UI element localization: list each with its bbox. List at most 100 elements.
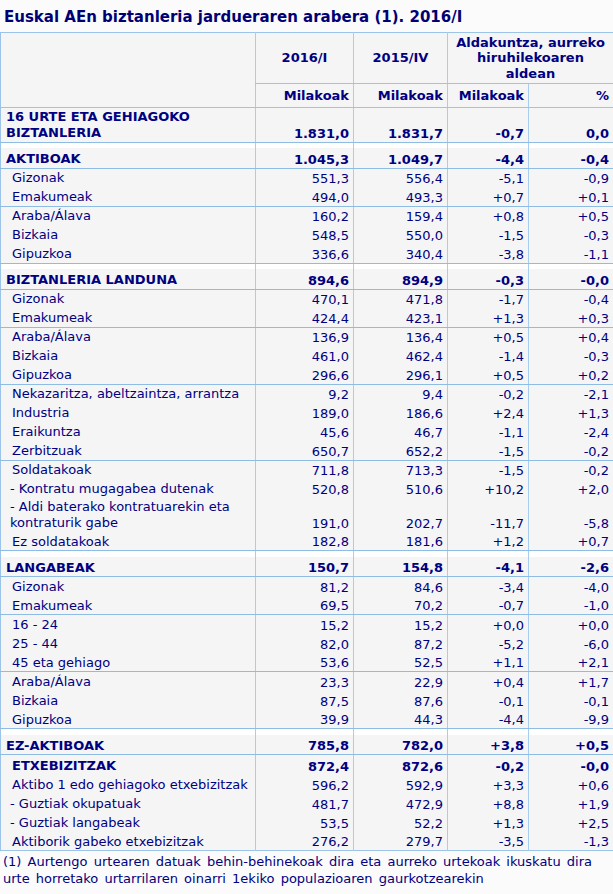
row-label: Emakumeak <box>1 187 256 206</box>
row-label: - Guztiak langabeak <box>1 813 256 832</box>
row-value: 1.831,0 <box>256 108 354 143</box>
row-value: +0,5 <box>529 206 613 225</box>
table-row: Gipuzkoa39,944,3-4,4-9,9 <box>1 710 613 729</box>
row-label: Soldatakoak <box>1 460 256 479</box>
row-label: Ez soldatakoak <box>1 532 256 551</box>
row-value: -4,1 <box>448 557 529 577</box>
row-value: 46,7 <box>354 422 448 441</box>
row-value: -0,2 <box>529 441 613 460</box>
row-value: 81,2 <box>256 577 354 596</box>
row-value: 69,5 <box>256 596 354 615</box>
row-value: 481,7 <box>256 794 354 813</box>
row-label: Aktibo 1 edo gehiagoko etxebizitzak <box>1 775 256 794</box>
row-value: -0,9 <box>529 168 613 187</box>
row-label: Araba/Álava <box>1 672 256 691</box>
row-label: Eraikuntza <box>1 422 256 441</box>
row-value: 45,6 <box>256 422 354 441</box>
row-value: -6,0 <box>529 634 613 653</box>
row-value: -0,2 <box>448 384 529 403</box>
row-value: +1,3 <box>448 308 529 327</box>
row-value: +2,4 <box>448 403 529 422</box>
table-body: 16 URTE ETA GEHIAGOKO BIZTANLERIA1.831,0… <box>1 108 613 851</box>
row-value: 9,4 <box>354 384 448 403</box>
row-value: 494,0 <box>256 187 354 206</box>
row-value: -4,0 <box>529 577 613 596</box>
row-value: 44,3 <box>354 710 448 729</box>
row-label: EZ-AKTIBOAK <box>1 735 256 755</box>
row-value: 470,1 <box>256 289 354 308</box>
row-value: -1,0 <box>529 596 613 615</box>
row-value: 471,8 <box>354 289 448 308</box>
row-value: -11,7 <box>448 498 529 532</box>
table-row: Nekazaritza, abeltzaintza, arrantza9,29,… <box>1 384 613 403</box>
table-row: Gizonak551,3556,4-5,1-0,9 <box>1 168 613 187</box>
row-value: 53,6 <box>256 653 354 672</box>
row-value: 872,4 <box>256 755 354 775</box>
row-value: 186,6 <box>354 403 448 422</box>
table-row: 45 eta gehiago53,652,5+1,1+2,1 <box>1 653 613 672</box>
row-value: 84,6 <box>354 577 448 596</box>
table-row: Bizkaia87,587,6-0,1-0,1 <box>1 691 613 710</box>
row-value: 87,6 <box>354 691 448 710</box>
row-value: 894,9 <box>354 269 448 289</box>
row-value: 652,2 <box>354 441 448 460</box>
row-value: 276,2 <box>256 832 354 851</box>
row-value: 550,0 <box>354 225 448 244</box>
row-label: Aktiborik gabeko etxebizitzak <box>1 832 256 851</box>
row-value: +0,1 <box>529 187 613 206</box>
row-value: -9,9 <box>529 710 613 729</box>
subheader-percent: % <box>529 84 613 108</box>
row-label: Bizkaia <box>1 691 256 710</box>
population-activity-table: 2016/I 2015/IV Aldakuntza, aurreko hiruh… <box>0 32 613 851</box>
row-value: 53,5 <box>256 813 354 832</box>
table-row: 16 - 2415,215,2+0,0+0,0 <box>1 615 613 634</box>
row-value: +1,2 <box>448 532 529 551</box>
footnotes: (1) Aurtengo urtearen datuak behin-behin… <box>0 851 613 894</box>
table-row: Aktiborik gabeko etxebizitzak276,2279,7-… <box>1 832 613 851</box>
table-row: Soldatakoak711,8713,3-1,5-0,2 <box>1 460 613 479</box>
row-value: 9,2 <box>256 384 354 403</box>
row-value: 202,7 <box>354 498 448 532</box>
row-value: 424,4 <box>256 308 354 327</box>
row-value: -1,5 <box>448 460 529 479</box>
row-value: +2,0 <box>529 479 613 498</box>
statistics-page: Euskal AEn biztanleria jardueraren arabe… <box>0 0 613 894</box>
table-row: Eraikuntza45,646,7-1,1-2,4 <box>1 422 613 441</box>
row-value: -0,4 <box>529 148 613 168</box>
table-row: Araba/Álava23,322,9+0,4+1,7 <box>1 672 613 691</box>
row-value: -5,2 <box>448 634 529 653</box>
row-value: -5,8 <box>529 498 613 532</box>
row-value: 191,0 <box>256 498 354 532</box>
row-label: Gizonak <box>1 289 256 308</box>
row-value: 87,5 <box>256 691 354 710</box>
row-value: -0,3 <box>448 269 529 289</box>
table-row: Araba/Álava136,9136,4+0,5+0,4 <box>1 327 613 346</box>
row-value: +0,3 <box>529 308 613 327</box>
row-value: 1.831,7 <box>354 108 448 143</box>
row-label: 45 eta gehiago <box>1 653 256 672</box>
row-value: 22,9 <box>354 672 448 691</box>
row-label: Gizonak <box>1 577 256 596</box>
table-row: Industria189,0186,6+2,4+1,3 <box>1 403 613 422</box>
table-row: ETXEBIZITZAK872,4872,6-0,2-0,0 <box>1 755 613 775</box>
row-value: 189,0 <box>256 403 354 422</box>
row-value: 136,9 <box>256 327 354 346</box>
table-row: EZ-AKTIBOAK785,8782,0+3,8+0,5 <box>1 735 613 755</box>
row-value: -3,8 <box>448 244 529 263</box>
row-value: -0,2 <box>529 460 613 479</box>
row-value: 160,2 <box>256 206 354 225</box>
row-value: +0,5 <box>448 365 529 384</box>
row-label: Gipuzkoa <box>1 365 256 384</box>
table-row: Ez soldatakoak182,8181,6+1,2+0,7 <box>1 532 613 551</box>
row-value: +0,6 <box>529 775 613 794</box>
row-value: +0,4 <box>529 327 613 346</box>
row-value: -4,4 <box>448 148 529 168</box>
row-value: -1,1 <box>529 244 613 263</box>
row-value: 1.045,3 <box>256 148 354 168</box>
row-value: -2,6 <box>529 557 613 577</box>
row-value: +1,9 <box>529 794 613 813</box>
row-label: BIZTANLERIA LANDUNA <box>1 269 256 289</box>
row-label: 16 - 24 <box>1 615 256 634</box>
row-value: 154,8 <box>354 557 448 577</box>
table-row: 25 - 4482,087,2-5,2-6,0 <box>1 634 613 653</box>
